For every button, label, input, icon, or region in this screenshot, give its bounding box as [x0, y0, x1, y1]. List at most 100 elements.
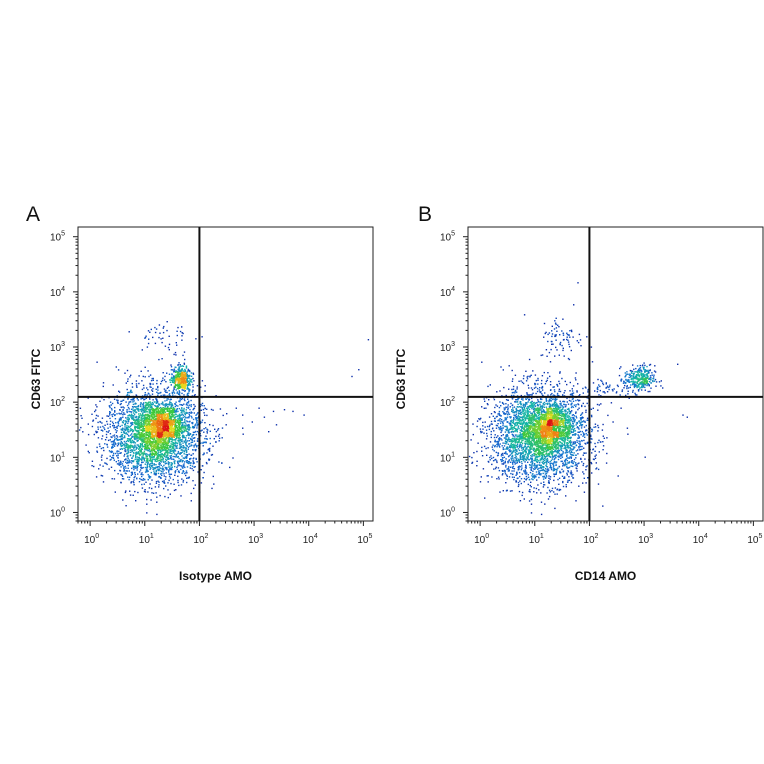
event-dot [172, 455, 174, 458]
event-dot [178, 419, 180, 422]
event-dot [106, 423, 109, 425]
event-dot [186, 455, 188, 458]
event-dot [156, 411, 158, 413]
event-dot [158, 449, 160, 452]
event-dot [558, 477, 561, 479]
event-dot [174, 432, 177, 434]
event-dot [201, 380, 204, 382]
event-dot [171, 413, 173, 416]
event-dot [146, 455, 148, 458]
event-dot [124, 422, 127, 425]
event-dot [193, 462, 195, 464]
event-dot [105, 433, 108, 436]
event-dot [183, 426, 186, 428]
event-dot [135, 416, 137, 418]
event-dot [134, 426, 136, 429]
x-tick-label: 104 [303, 533, 318, 546]
event-dot [137, 463, 139, 465]
event-dot [155, 470, 157, 472]
event-dot [130, 428, 132, 430]
event-dot [172, 478, 174, 481]
event-dot [142, 446, 144, 448]
event-dot [178, 464, 180, 466]
event-dot [192, 434, 195, 436]
event-dot [117, 442, 120, 444]
event-dot [547, 423, 549, 425]
event-dot [167, 426, 170, 428]
event-dot [500, 418, 503, 421]
tick-base: 10 [50, 343, 62, 354]
event-dot [183, 457, 186, 460]
event-dot [170, 409, 172, 412]
event-dot [175, 342, 177, 344]
event-dot [174, 428, 176, 430]
event-dot [122, 499, 124, 501]
event-dot [182, 467, 184, 469]
event-dot [166, 450, 168, 452]
event-dot [161, 453, 164, 456]
event-dot [96, 431, 99, 433]
event-dot [164, 495, 166, 498]
event-dot [131, 391, 133, 394]
event-dot [144, 422, 146, 424]
event-dot [157, 443, 159, 445]
event-dot [121, 429, 123, 431]
event-dot [116, 463, 119, 465]
event-dot [127, 392, 129, 394]
event-dot [152, 452, 155, 455]
event-dot [567, 447, 569, 449]
event-dot [187, 412, 189, 414]
event-dot [185, 373, 187, 375]
event-dot [137, 460, 139, 462]
event-dot [135, 467, 137, 469]
event-dot [552, 456, 554, 458]
event-dot [506, 468, 508, 470]
event-dot [148, 375, 150, 378]
event-dot [184, 441, 186, 444]
event-dot [120, 413, 122, 415]
event-dot [158, 459, 160, 461]
event-dot [160, 470, 163, 473]
event-dot [157, 450, 159, 452]
event-dot [169, 423, 171, 426]
event-dot [134, 410, 136, 412]
event-dot [148, 454, 151, 456]
event-dot [154, 404, 156, 407]
event-dot [112, 425, 114, 427]
event-dot [180, 458, 182, 461]
event-dot [78, 429, 81, 431]
event-dot [153, 411, 156, 414]
event-dot [155, 413, 157, 415]
event-dot [131, 421, 133, 424]
event-dot [172, 389, 175, 392]
event-dot [144, 471, 147, 473]
event-dot [130, 449, 133, 451]
event-dot [170, 405, 173, 407]
event-dot [143, 457, 145, 460]
event-dot [124, 372, 126, 374]
event-dot [117, 443, 120, 446]
event-dot [513, 426, 516, 428]
event-dot [167, 496, 169, 499]
event-dot [184, 371, 186, 373]
event-dot [158, 428, 160, 430]
event-dot [157, 454, 159, 456]
event-dot [132, 397, 134, 400]
event-dot [120, 436, 122, 438]
event-dot [146, 463, 148, 466]
event-dot [190, 405, 192, 408]
event-dot [150, 462, 152, 465]
event-dot [557, 394, 560, 397]
event-dot [142, 435, 145, 438]
event-dot [184, 370, 186, 372]
event-dot [190, 437, 192, 440]
event-dot [171, 468, 173, 471]
event-dot [174, 430, 176, 432]
event-dot [150, 425, 153, 427]
event-dot [91, 413, 93, 415]
event-dot [194, 484, 196, 486]
event-dot [521, 467, 523, 469]
event-dot [193, 395, 196, 397]
event-dot [128, 447, 130, 449]
event-dot [201, 336, 203, 338]
